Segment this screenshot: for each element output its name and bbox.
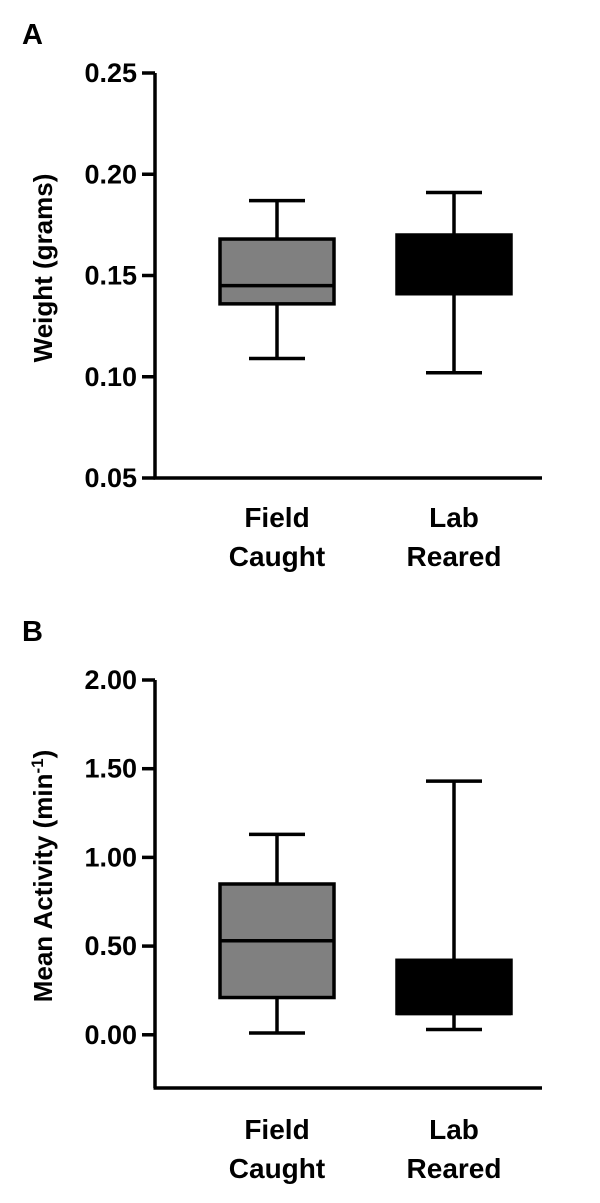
panel-label: B [22, 616, 43, 648]
box-plot-field-caught [218, 832, 336, 1035]
y-axis-title-superscript: -1 [28, 758, 47, 773]
category-label-line2: Caught [229, 1153, 325, 1184]
y-tick-label: 0.00 [84, 1020, 137, 1050]
box-plot-lab-reared [395, 190, 513, 375]
y-tick-label: 1.50 [84, 754, 137, 784]
panel-label: A [22, 19, 43, 51]
category-label-line1: Field [244, 1114, 309, 1145]
y-axis-title: Mean Activity (min-1) [28, 750, 59, 1003]
category-label-line2: Reared [407, 541, 502, 572]
y-tick-label: 0.25 [84, 58, 137, 88]
category-label-line1: Lab [429, 502, 479, 533]
category-label-line1: Lab [429, 1114, 479, 1145]
y-tick-label: 0.15 [84, 261, 137, 291]
box [395, 233, 513, 296]
panel-b: B 0.00 0.50 1.00 1.50 2.00 Mean Activity (min-… [22, 616, 542, 1184]
y-tick-label: 1.00 [84, 842, 137, 872]
y-tick-label: 0.50 [84, 931, 137, 961]
box-plot-field-caught [218, 198, 336, 361]
box [395, 958, 513, 1016]
category-label-line2: Reared [407, 1153, 502, 1184]
category-label-line1: Field [244, 502, 309, 533]
y-axis-title-end: ) [28, 750, 58, 759]
panel-a: A 0.05 0.10 0.15 0.20 0.25 Weight (grams) Field… [22, 19, 542, 572]
y-tick-label: 0.05 [84, 463, 137, 493]
y-tick-label: 0.10 [84, 362, 137, 392]
y-tick-label: 0.20 [84, 159, 137, 189]
category-label-line2: Caught [229, 541, 325, 572]
y-axis-title: Weight (grams) [28, 174, 58, 363]
box-plot-lab-reared [395, 779, 513, 1032]
box [218, 237, 336, 306]
y-tick-label: 2.00 [84, 665, 137, 695]
